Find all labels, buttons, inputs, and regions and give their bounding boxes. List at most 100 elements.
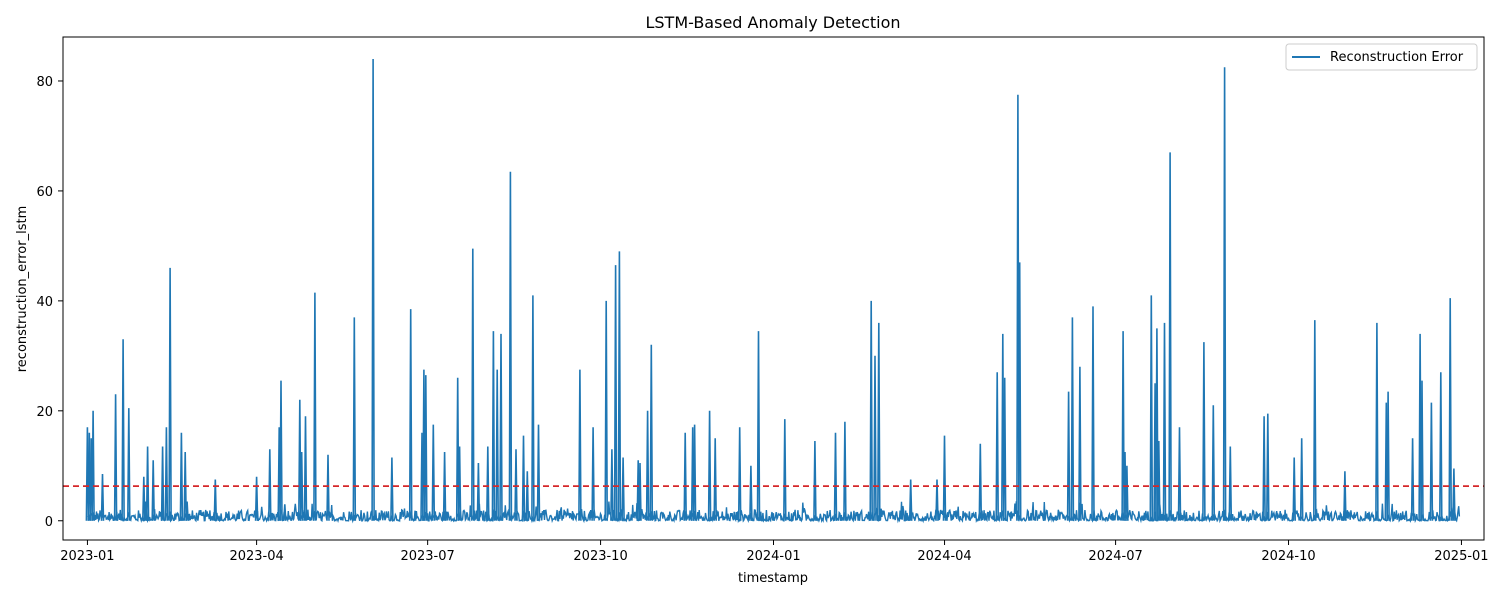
spike-line xyxy=(142,476,146,521)
spike-line xyxy=(877,322,881,521)
spike-line xyxy=(869,300,873,521)
series-layer xyxy=(85,58,1461,524)
spike-line xyxy=(1177,427,1182,521)
spike-line xyxy=(737,427,742,521)
spike-line xyxy=(578,369,582,521)
spike-line xyxy=(610,449,614,521)
x-tick-label: 2023-01 xyxy=(60,549,114,564)
spike-line xyxy=(1162,322,1167,521)
spike-line xyxy=(749,465,753,521)
spike-line xyxy=(521,435,526,521)
spike-line xyxy=(1410,438,1415,521)
spike-line xyxy=(783,419,787,521)
y-axis-label: reconstruction_error_lstm xyxy=(15,206,30,373)
x-tick-label: 2024-07 xyxy=(1088,549,1142,564)
spike-line xyxy=(707,410,712,521)
spike-line xyxy=(91,410,95,521)
y-tick-label: 0 xyxy=(45,515,53,530)
spike-line xyxy=(978,443,983,521)
spike-line xyxy=(491,331,496,521)
spike-line xyxy=(1452,468,1456,521)
spike-line xyxy=(268,449,272,521)
spike-line xyxy=(408,309,413,521)
spike-line xyxy=(1262,416,1266,521)
spike-line xyxy=(1121,331,1125,521)
spike-line xyxy=(1448,298,1452,521)
spike-line xyxy=(1017,262,1022,521)
spike-line xyxy=(471,248,475,521)
spike-line xyxy=(371,58,375,521)
spike-line xyxy=(649,344,654,521)
spike-line xyxy=(254,476,259,521)
spike-line xyxy=(1125,465,1129,521)
spike-line xyxy=(390,457,394,521)
spike-line xyxy=(908,479,913,521)
spike-line xyxy=(1313,320,1317,521)
spike-line xyxy=(279,380,283,521)
spike-line xyxy=(1157,440,1161,521)
spike-line xyxy=(313,292,317,521)
spike-line xyxy=(713,438,717,521)
y-tick-label: 80 xyxy=(36,75,53,90)
spike-line xyxy=(935,479,939,521)
spike-line xyxy=(1202,342,1206,521)
spike-line xyxy=(613,265,618,521)
x-tick-label: 2024-04 xyxy=(917,549,971,564)
spike-line xyxy=(692,424,697,521)
spike-line xyxy=(283,504,287,521)
y-axis-ticks: 0 20 40 60 80 xyxy=(36,75,63,530)
spike-line xyxy=(476,462,481,521)
spike-line xyxy=(1078,366,1082,521)
spike-line xyxy=(1002,377,1007,521)
x-tick-label: 2023-04 xyxy=(229,549,283,564)
spike-line xyxy=(299,451,304,521)
x-axis-label: timestamp xyxy=(738,571,808,586)
spike-line xyxy=(1091,306,1095,521)
spike-line xyxy=(508,171,513,521)
spike-line xyxy=(1149,295,1154,521)
spike-line xyxy=(638,462,642,521)
spike-line xyxy=(873,355,877,521)
spike-line xyxy=(455,377,460,521)
spike-line xyxy=(1222,67,1227,521)
spike-line xyxy=(100,473,105,521)
spike-line xyxy=(1066,391,1071,521)
spike-line xyxy=(213,479,218,521)
chart-title: LSTM-Based Anomaly Detection xyxy=(645,13,900,32)
x-tick-label: 2024-10 xyxy=(1261,549,1315,564)
spike-line xyxy=(1266,413,1270,521)
spike-line xyxy=(604,300,608,521)
spike-line xyxy=(1070,317,1075,521)
spike-line xyxy=(303,416,308,521)
spike-line xyxy=(1375,322,1379,521)
spike-line xyxy=(756,331,761,521)
spike-line xyxy=(995,372,999,521)
x-tick-label: 2024-01 xyxy=(746,549,800,564)
spike-line xyxy=(326,454,330,521)
plot-frame xyxy=(62,36,1485,541)
spike-line xyxy=(683,432,687,521)
legend-label: Reconstruction Error xyxy=(1330,50,1464,65)
spike-line xyxy=(843,421,847,521)
spike-line xyxy=(536,424,541,521)
spike-line xyxy=(127,408,131,521)
spike-line xyxy=(121,339,125,521)
legend: Reconstruction Error xyxy=(1285,43,1478,71)
spike-line xyxy=(1168,152,1172,521)
spike-line xyxy=(1420,380,1424,521)
spike-line xyxy=(621,457,625,521)
plot-area xyxy=(62,36,1485,541)
spike-line xyxy=(525,471,530,521)
spike-line xyxy=(424,375,428,521)
spike-line xyxy=(1211,405,1216,521)
spike-line xyxy=(183,451,187,521)
legend-box xyxy=(1285,43,1478,71)
spike-line xyxy=(499,333,503,521)
spike-line xyxy=(151,460,155,521)
spike-line xyxy=(617,251,622,521)
spike-line xyxy=(1343,471,1347,521)
spike-line xyxy=(1299,438,1304,521)
spike-line xyxy=(1155,328,1159,521)
y-tick-label: 40 xyxy=(36,295,53,310)
